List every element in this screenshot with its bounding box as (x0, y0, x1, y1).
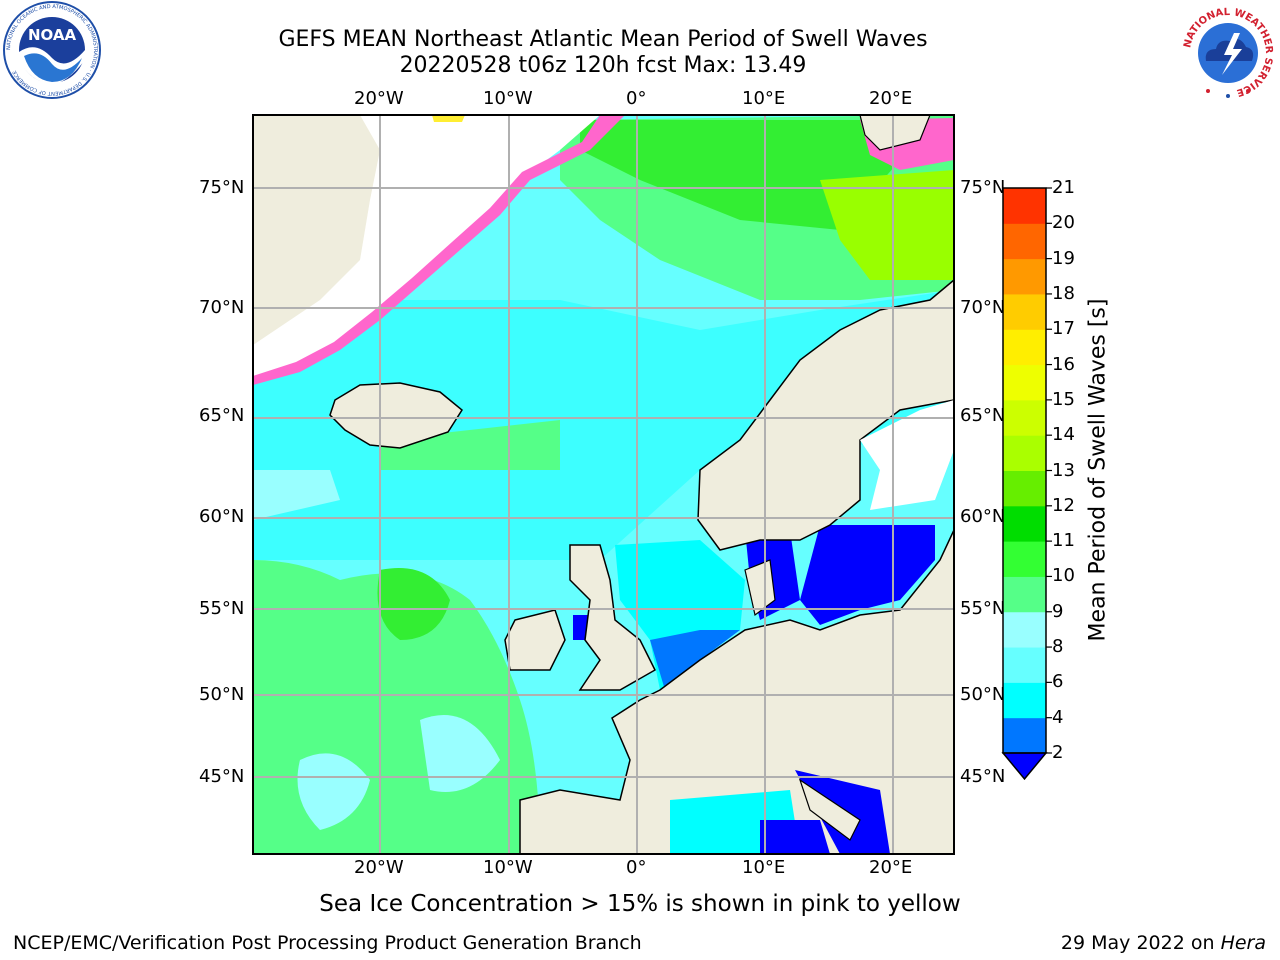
colorbar-tick-label: 11 (1052, 530, 1075, 552)
colorbar-band (1003, 435, 1046, 471)
colorbar-tick-label: 21 (1052, 177, 1075, 198)
lon-tick-top: 10°W (483, 88, 533, 109)
colorbar-tick-label: 12 (1052, 494, 1075, 516)
lat-tick-right: 70°N (960, 297, 1006, 318)
lon-tick-top: 10°E (742, 88, 786, 109)
map-title: GEFS MEAN Northeast Atlantic Mean Period… (278, 27, 928, 52)
lon-tick-bottom: 20°E (869, 857, 913, 878)
colorbar-tick-label: 17 (1052, 318, 1075, 340)
colorbar-band (1003, 541, 1046, 577)
colorbar-band (1003, 647, 1046, 683)
footer-date: 29 May 2022 on Hera (1061, 932, 1266, 954)
lon-tick-bottom: 20°W (354, 857, 404, 878)
lon-tick-bottom: 0° (626, 857, 647, 878)
lat-tick-left: 75°N (199, 177, 245, 198)
lat-tick-left: 55°N (199, 598, 245, 619)
colorbar-tick-label: 14 (1052, 424, 1075, 446)
lat-tick-left: 60°N (199, 506, 245, 527)
colorbar-band (1003, 329, 1046, 366)
colorbar-band (1003, 576, 1046, 613)
footer-date-text: 29 May 2022 on (1060, 932, 1221, 954)
colorbar-band (1003, 505, 1046, 542)
sea-ice-edge (253, 115, 625, 385)
italy (798, 778, 861, 841)
colorbar-tick-label: 15 (1052, 388, 1075, 410)
colorbar-title: Mean Period of Swell Waves [s] (1085, 298, 1111, 642)
colorbar-band (1003, 611, 1046, 648)
lat-tick-left: 50°N (199, 684, 245, 705)
graticule (253, 115, 954, 854)
sea-ice-caption: Sea Ice Concentration > 15% is shown in … (319, 891, 961, 917)
swell-zone-4-6 (615, 540, 745, 690)
forecast-subtitle: 20220528 t06z 120h fcst Max: 13.49 (399, 53, 807, 78)
colorbar-band (1003, 258, 1046, 295)
lat-tick-right: 60°N (960, 506, 1006, 527)
colorbar-band (1003, 293, 1046, 330)
lon-tick-bottom: 10°W (483, 857, 533, 878)
colorbar-tick-label: 16 (1052, 353, 1075, 375)
colorbar-tick-label: 9 (1052, 600, 1064, 622)
noaa-logo-icon: NOAA NATIONAL OCEANIC AND ATMOSPHERIC AD… (3, 1, 101, 99)
colorbar (1001, 187, 1052, 781)
colorbar-tick-label: 2 (1052, 742, 1064, 763)
footer-host: Hera (1220, 932, 1266, 954)
colorbar-band (1003, 399, 1046, 436)
lat-tick-right: 65°N (960, 405, 1006, 426)
iceland (329, 382, 463, 449)
lat-tick-left: 70°N (199, 297, 245, 318)
lat-tick-right: 50°N (960, 684, 1006, 705)
swell-zone-2-4 (650, 630, 740, 690)
national-weather-service-logo-icon: NATIONAL WEATHER SERVICE (1181, 6, 1275, 100)
lon-tick-bottom: 10°E (742, 857, 786, 878)
colorbar-tick-label: 13 (1052, 459, 1075, 481)
swell-zone-6-8 (253, 290, 954, 560)
footer-credit: NCEP/EMC/Verification Post Processing Pr… (13, 932, 642, 954)
lat-tick-right: 55°N (960, 598, 1006, 619)
swell-zone-10-11 (377, 568, 450, 640)
swell-zone-9-10 (380, 420, 560, 470)
colorbar-band (1003, 470, 1046, 507)
lon-tick-top: 20°W (354, 88, 404, 109)
lat-tick-left: 45°N (199, 766, 245, 787)
lon-tick-top: 20°E (869, 88, 913, 109)
colorbar-tick-label: 6 (1052, 671, 1064, 693)
lat-tick-right: 45°N (960, 766, 1006, 787)
scandinavia (697, 279, 954, 551)
svalbard (859, 115, 931, 151)
noaa-logo-text: NOAA (28, 26, 77, 44)
colorbar-band (1003, 223, 1046, 260)
colorbar-extension (1001, 752, 1048, 781)
greenland-land (253, 115, 380, 345)
colorbar-tick-label: 19 (1052, 247, 1075, 269)
colorbar-tick-label: 18 (1052, 282, 1075, 304)
colorbar-tick-label: 4 (1052, 706, 1064, 728)
map-frame (252, 114, 955, 855)
colorbar-tick-label: 20 (1052, 212, 1075, 234)
colorbar-band (1003, 188, 1046, 224)
colorbar-band (1003, 682, 1046, 719)
colorbar-band (1003, 717, 1046, 754)
colorbar-tick-label: 10 (1052, 565, 1075, 587)
lat-tick-right: 75°N (960, 177, 1006, 198)
denmark (744, 559, 776, 617)
lat-tick-left: 65°N (199, 405, 245, 426)
colorbar-tick-label: 8 (1052, 636, 1064, 658)
great-britain (569, 544, 656, 691)
colorbar-band (1003, 364, 1046, 401)
lon-tick-top: 0° (626, 88, 647, 109)
